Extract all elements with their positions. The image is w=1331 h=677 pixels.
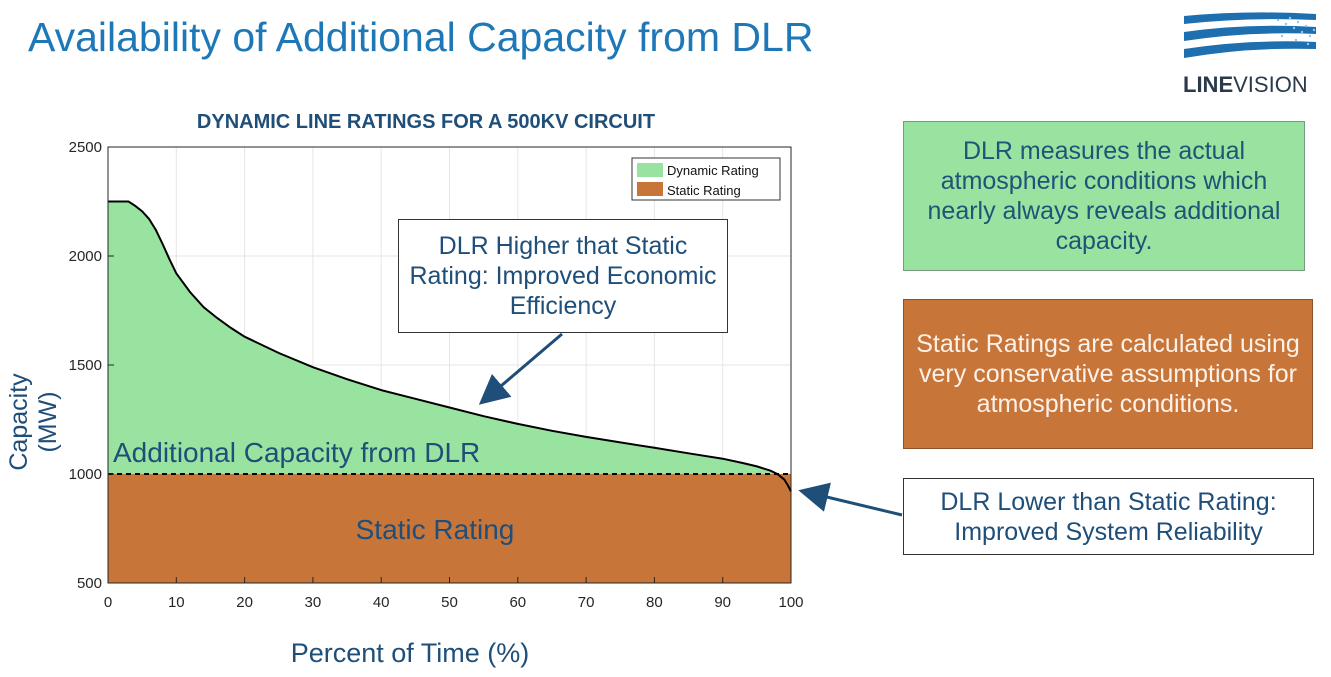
legend-swatch-static [637, 182, 663, 196]
callout-static-ratings: Static Ratings are calculated using very… [903, 299, 1313, 449]
y-tick-label: 1500 [69, 357, 102, 374]
legend-label-static: Static Rating [667, 183, 741, 198]
legend: Dynamic Rating Static Rating [631, 157, 781, 201]
x-tick-label: 10 [168, 594, 185, 611]
x-tick-label: 100 [778, 594, 803, 611]
x-tick-label: 40 [373, 594, 390, 611]
logo-wordmark: LINEVISION [1183, 72, 1308, 97]
x-tick-label: 70 [578, 594, 595, 611]
callout-dlr-lower: DLR Lower than Static Rating: Improved S… [903, 478, 1314, 555]
y-tick-label: 2000 [69, 248, 102, 265]
callout-dlr-measures: DLR measures the actual atmospheric cond… [903, 121, 1305, 271]
x-tick-label: 90 [714, 594, 731, 611]
callout-dlr-higher: DLR Higher that Static Rating: Improved … [398, 219, 728, 333]
x-axis-label: Percent of Time (%) [291, 638, 530, 668]
arrow-dlr-lower [798, 482, 903, 517]
y-axis-label-line2: (MW) [34, 391, 62, 452]
legend-swatch-dynamic [637, 163, 663, 177]
legend-label-dynamic: Dynamic Rating [667, 163, 759, 178]
x-tick-label: 60 [509, 594, 526, 611]
slide-title: Availability of Additional Capacity from… [28, 14, 814, 60]
y-tick-label: 2500 [69, 139, 102, 156]
x-tick-label: 30 [305, 594, 322, 611]
chart-title: DYNAMIC LINE RATINGS FOR A 500KV CIRCUIT [197, 111, 655, 133]
x-axis-ticks: 0 10 20 30 40 50 60 70 80 90 100 [104, 577, 804, 611]
x-tick-label: 20 [236, 594, 253, 611]
static-rating-area [108, 474, 791, 583]
x-tick-label: 0 [104, 594, 112, 611]
additional-capacity-label: Additional Capacity from DLR [113, 437, 480, 468]
x-tick-label: 50 [441, 594, 458, 611]
static-rating-label: Static Rating [356, 514, 515, 545]
y-axis-ticks: 500 1000 1500 2000 2500 [69, 139, 114, 592]
dynamic-rating-line [108, 200, 792, 492]
arrow-dlr-higher [478, 332, 563, 405]
y-tick-label: 1000 [69, 466, 102, 483]
linevision-logo-icon [1184, 12, 1316, 58]
y-tick-label: 500 [77, 575, 102, 592]
y-axis-label-line1: Capacity [5, 373, 33, 471]
x-tick-label: 80 [646, 594, 663, 611]
